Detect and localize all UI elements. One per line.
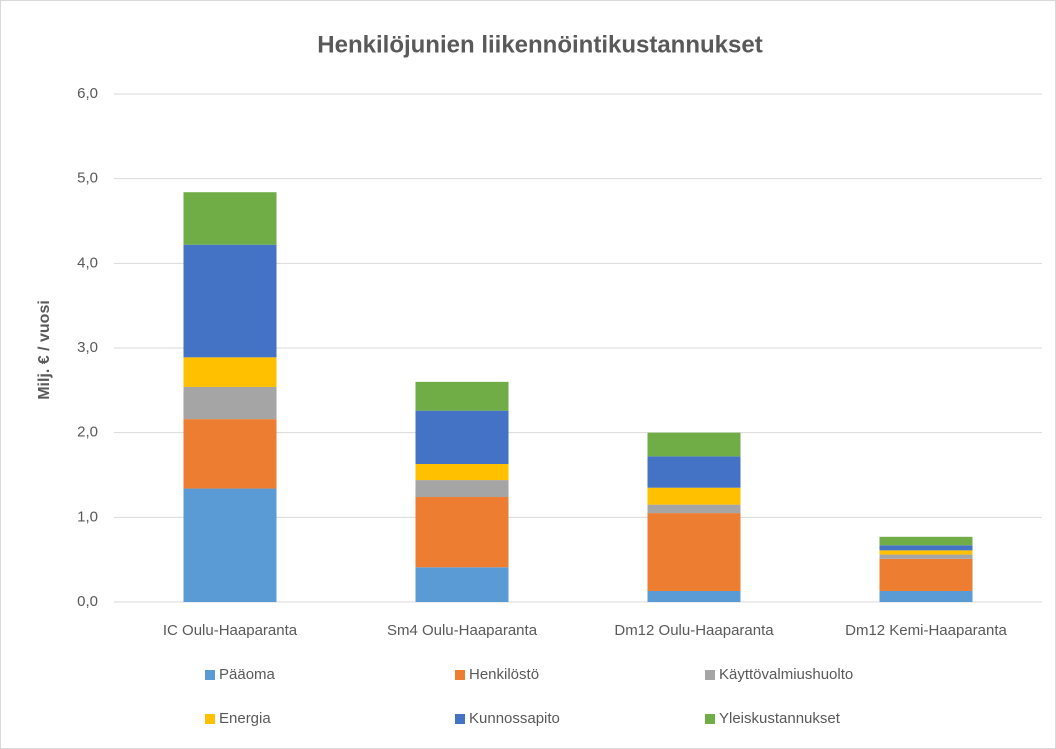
bar-segment <box>647 432 741 457</box>
x-tick-label: IC Oulu-Haaparanta <box>163 622 298 639</box>
chart-title: Henkilöjunien liikennöintikustannukset <box>317 31 762 58</box>
bar-segment <box>415 463 509 481</box>
bar-segment <box>879 554 973 559</box>
bar-segment <box>183 357 277 387</box>
bar-segment <box>415 497 509 568</box>
legend-label: Yleiskustannukset <box>719 710 841 727</box>
bar-segment <box>879 545 973 551</box>
y-axis-label: Milj. € / vuosi <box>36 300 53 400</box>
bar-segment <box>183 419 277 489</box>
legend-swatch <box>705 670 715 680</box>
bar-segment <box>183 244 277 358</box>
legend-label: Käyttövalmiushuolto <box>719 666 853 683</box>
legend-label: Kunnossapito <box>469 710 560 727</box>
bar-segment <box>415 480 509 498</box>
bar-segment <box>647 590 741 602</box>
legend-swatch <box>455 714 465 724</box>
bar-segment <box>647 456 741 488</box>
x-tick-label: Dm12 Kemi-Haaparanta <box>845 622 1007 639</box>
bar-segment <box>415 567 509 602</box>
bar-segment <box>183 488 277 602</box>
y-tick-label: 1,0 <box>77 508 98 525</box>
bar-segment <box>183 192 277 245</box>
y-tick-label: 5,0 <box>77 170 98 187</box>
y-tick-label: 4,0 <box>77 254 98 271</box>
y-tick-label: 2,0 <box>77 424 98 441</box>
legend-swatch <box>455 670 465 680</box>
x-tick-label: Dm12 Oulu-Haaparanta <box>614 622 774 639</box>
legend-label: Henkilöstö <box>469 666 539 683</box>
bar-segment <box>879 590 973 602</box>
x-tick-label: Sm4 Oulu-Haaparanta <box>387 622 538 639</box>
bar-segment <box>415 410 509 464</box>
legend-label: Pääoma <box>219 666 276 683</box>
bar-segment <box>647 487 741 505</box>
legend-swatch <box>205 670 215 680</box>
legend-label: Energia <box>219 710 271 727</box>
bar-segment <box>183 386 277 420</box>
bar-segment <box>415 381 509 411</box>
bar-segment <box>879 558 973 591</box>
bar-segment <box>647 513 741 591</box>
bar-segment <box>647 504 741 514</box>
legend-swatch <box>205 714 215 724</box>
y-tick-label: 6,0 <box>77 85 98 102</box>
bar-segment <box>879 550 973 555</box>
bar-segment <box>879 536 973 546</box>
y-tick-label: 3,0 <box>77 339 98 356</box>
legend-swatch <box>705 714 715 724</box>
y-tick-label: 0,0 <box>77 593 98 610</box>
